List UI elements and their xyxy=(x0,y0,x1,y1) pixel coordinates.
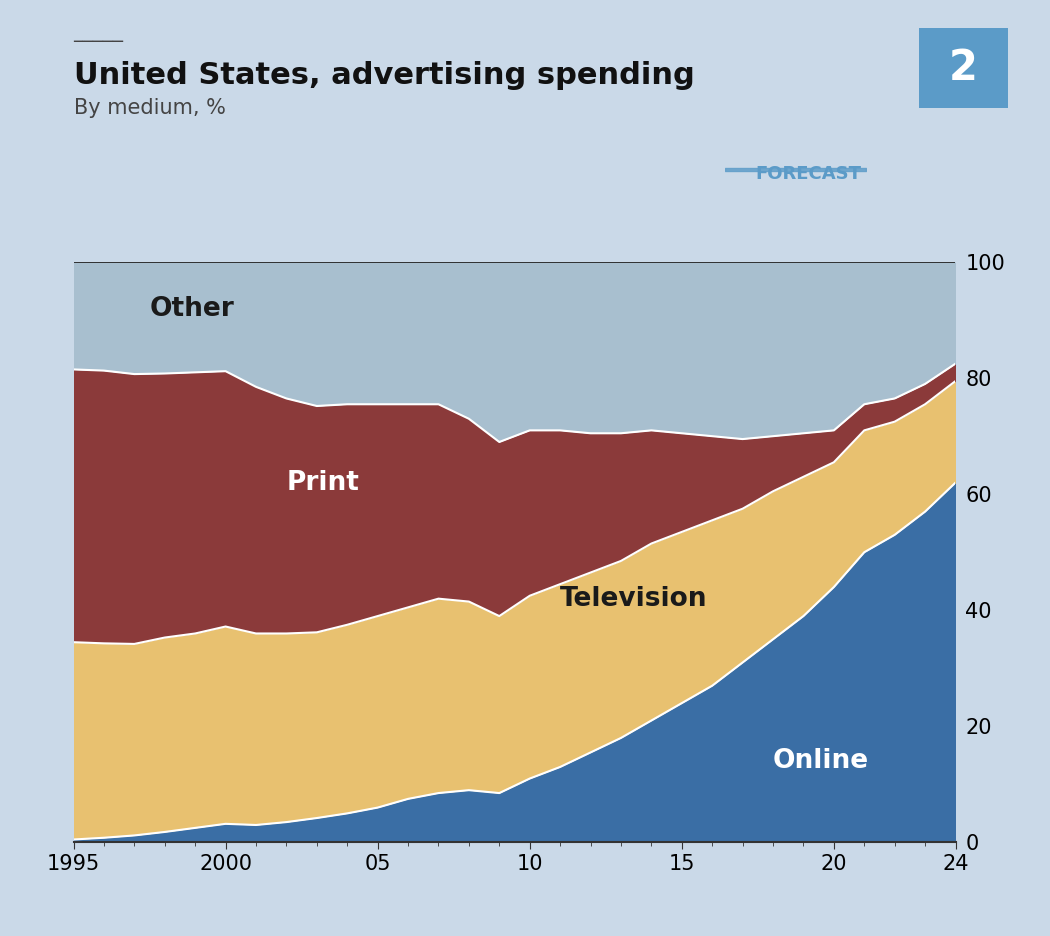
Text: Other: Other xyxy=(149,296,234,321)
Text: United States, advertising spending: United States, advertising spending xyxy=(74,61,694,90)
Text: FORECAST: FORECAST xyxy=(756,165,861,183)
Text: Print: Print xyxy=(287,470,359,495)
FancyBboxPatch shape xyxy=(919,28,1008,108)
Bar xyxy=(895,262,956,842)
Text: 2: 2 xyxy=(949,47,978,89)
Text: Television: Television xyxy=(560,586,708,611)
Text: Online: Online xyxy=(773,748,869,774)
Text: By medium, %: By medium, % xyxy=(74,98,226,118)
Text: ─────: ───── xyxy=(74,33,124,51)
